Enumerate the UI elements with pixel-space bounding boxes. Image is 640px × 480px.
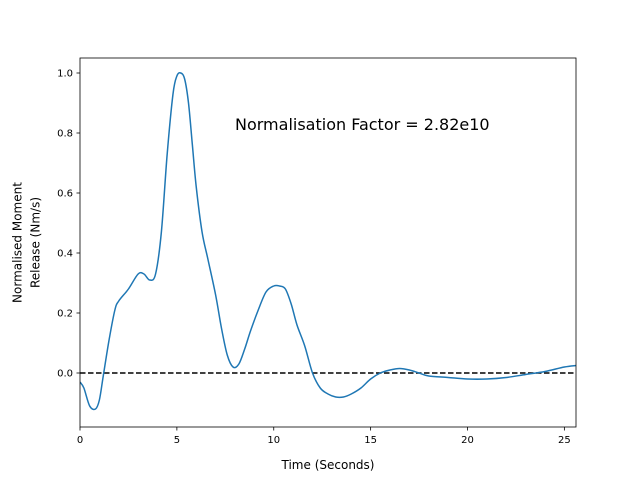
x-axis-label: Time (Seconds) — [281, 458, 375, 472]
x-tick-label: 0 — [77, 435, 83, 446]
y-axis-label-line-2: Release (Nm/s) — [29, 197, 43, 288]
y-axis-label-line-1: Normalised Moment — [11, 182, 25, 303]
x-tick-label: 25 — [558, 435, 571, 446]
y-tick-label: 0.0 — [57, 369, 73, 380]
y-tick-label: 0.4 — [57, 249, 73, 260]
y-tick-label: 0.2 — [57, 309, 73, 320]
plot-data — [80, 72, 576, 411]
plot-frame — [79, 57, 577, 428]
y-tick-label: 0.6 — [57, 189, 73, 200]
series-line-0 — [80, 72, 576, 411]
y-tick-label: 1.0 — [57, 69, 73, 80]
normalisation-annotation: Normalisation Factor = 2.82e10 — [235, 115, 490, 134]
axis-ticks: 0 5 10 15 20 25 0.0 0.2 0.4 0.6 0.8 1.0 — [57, 69, 571, 447]
x-tick-label: 5 — [174, 435, 180, 446]
x-tick-label: 15 — [364, 435, 377, 446]
y-tick-label: 0.8 — [57, 129, 73, 140]
x-tick-label: 10 — [267, 435, 280, 446]
x-tick-label: 20 — [461, 435, 474, 446]
